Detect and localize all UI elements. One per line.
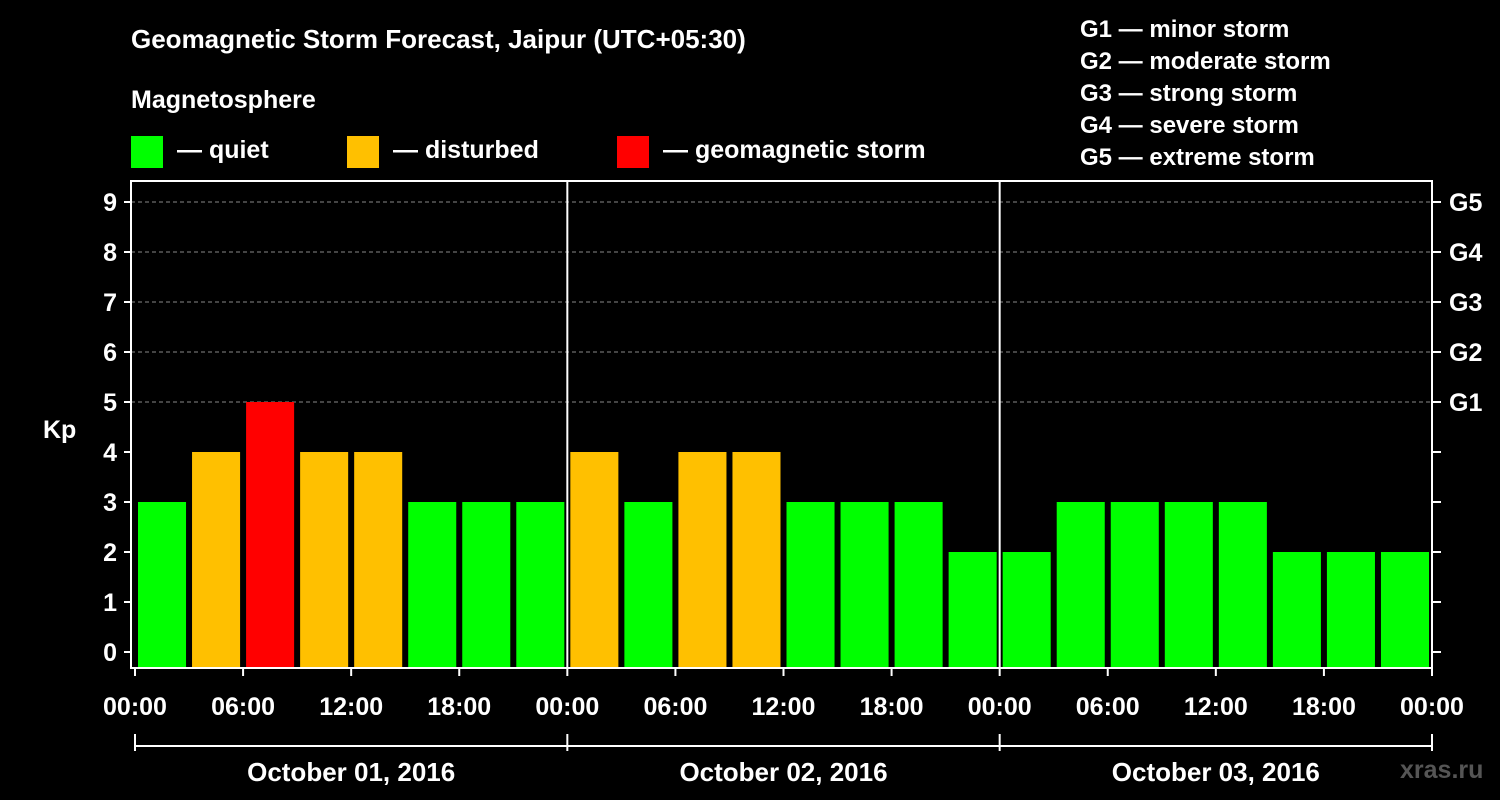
kp-bar-23 bbox=[1380, 552, 1429, 668]
xtick-label-9: 06:00 bbox=[1076, 693, 1140, 721]
g-level-label-g1: G1 bbox=[1449, 389, 1482, 417]
g2-legend-item: G2 — moderate storm bbox=[1080, 48, 1331, 75]
kp-bar-15 bbox=[948, 552, 997, 668]
kp-bar-16 bbox=[1002, 552, 1051, 668]
xtick-label-12: 00:00 bbox=[1400, 693, 1464, 721]
xtick-label-8: 00:00 bbox=[968, 693, 1032, 721]
disturbed-label: — disturbed bbox=[393, 136, 539, 164]
g1-legend-item: G1 — minor storm bbox=[1080, 16, 1290, 43]
storm-swatch bbox=[617, 136, 649, 168]
plot-frame bbox=[130, 180, 1433, 669]
xtick-label-2: 12:00 bbox=[319, 693, 383, 721]
kp-bar-19 bbox=[1164, 502, 1213, 668]
grid-lines bbox=[131, 201, 1432, 403]
y-axis-label: Kp bbox=[43, 416, 76, 444]
g-scale-legend: G1 — minor storm G2 — moderate storm G3 … bbox=[1080, 14, 1331, 174]
ytick-label-2: 2 bbox=[103, 539, 117, 567]
watermark: xras.ru bbox=[1400, 756, 1484, 784]
kp-bar-21 bbox=[1272, 552, 1321, 668]
xtick-label-11: 18:00 bbox=[1292, 693, 1356, 721]
kp-bar-17 bbox=[1056, 502, 1105, 668]
legend-heading: Magnetosphere bbox=[131, 86, 316, 114]
kp-bar-18 bbox=[1110, 502, 1159, 668]
kp-bar-9 bbox=[624, 502, 673, 668]
g-level-label-g4: G4 bbox=[1449, 239, 1482, 267]
storm-label: — geomagnetic storm bbox=[663, 136, 926, 164]
kp-bar-5 bbox=[408, 502, 457, 668]
ytick-label-9: 9 bbox=[103, 189, 117, 217]
kp-bar-14 bbox=[894, 502, 943, 668]
quiet-label: — quiet bbox=[177, 136, 269, 164]
g-level-label-g5: G5 bbox=[1449, 189, 1482, 217]
xtick-label-4: 00:00 bbox=[535, 693, 599, 721]
kp-bar-1 bbox=[192, 452, 241, 668]
ytick-label-3: 3 bbox=[103, 489, 117, 517]
kp-bar-7 bbox=[516, 502, 565, 668]
xtick-label-5: 06:00 bbox=[643, 693, 707, 721]
g5-legend-item: G5 — extreme storm bbox=[1080, 144, 1315, 171]
kp-bar-10 bbox=[678, 452, 727, 668]
xtick-label-7: 18:00 bbox=[860, 693, 924, 721]
kp-bar-0 bbox=[138, 502, 187, 668]
xtick-label-6: 12:00 bbox=[752, 693, 816, 721]
kp-legend: — quiet — disturbed — geomagnetic storm bbox=[0, 136, 1000, 168]
g4-legend-item: G4 — severe storm bbox=[1080, 112, 1299, 139]
day-label-2: October 03, 2016 bbox=[1112, 757, 1320, 787]
kp-bar-6 bbox=[462, 502, 511, 668]
quiet-swatch bbox=[131, 136, 163, 168]
g-level-label-g3: G3 bbox=[1449, 289, 1482, 317]
day-label-0: October 01, 2016 bbox=[247, 757, 455, 787]
ytick-label-8: 8 bbox=[103, 239, 117, 267]
disturbed-swatch bbox=[347, 136, 379, 168]
kp-bar-20 bbox=[1218, 502, 1267, 668]
kp-bar-12 bbox=[786, 502, 835, 668]
kp-bar-4 bbox=[354, 452, 403, 668]
xtick-label-10: 12:00 bbox=[1184, 693, 1248, 721]
day-label-1: October 02, 2016 bbox=[679, 757, 887, 787]
kp-bar-13 bbox=[840, 502, 889, 668]
kp-bar-2 bbox=[246, 402, 295, 668]
xtick-label-3: 18:00 bbox=[427, 693, 491, 721]
kp-bar-22 bbox=[1326, 552, 1375, 668]
g3-legend-item: G3 — strong storm bbox=[1080, 80, 1298, 107]
axis-labels: 0 1 2 3 4 5 6 7 8 9 G1 G2 G3 G4 G5 Kp 00:00 06:00 12:00 18:… bbox=[43, 189, 1482, 787]
ytick-label-5: 5 bbox=[103, 389, 117, 417]
kp-bar-3 bbox=[300, 452, 349, 668]
kp-bars bbox=[138, 402, 1429, 668]
g-level-label-g2: G2 bbox=[1449, 339, 1482, 367]
ytick-label-0: 0 bbox=[103, 639, 117, 667]
kp-bar-8 bbox=[570, 452, 619, 668]
xtick-label-1: 06:00 bbox=[211, 693, 275, 721]
kp-bar-11 bbox=[732, 452, 781, 668]
chart-title: Geomagnetic Storm Forecast, Jaipur (UTC+… bbox=[131, 24, 746, 54]
ytick-label-4: 4 bbox=[103, 439, 117, 467]
ytick-label-1: 1 bbox=[103, 589, 117, 617]
ytick-label-7: 7 bbox=[103, 289, 117, 317]
xtick-label-0: 00:00 bbox=[103, 693, 167, 721]
ytick-label-6: 6 bbox=[103, 339, 117, 367]
axes bbox=[124, 180, 1441, 751]
